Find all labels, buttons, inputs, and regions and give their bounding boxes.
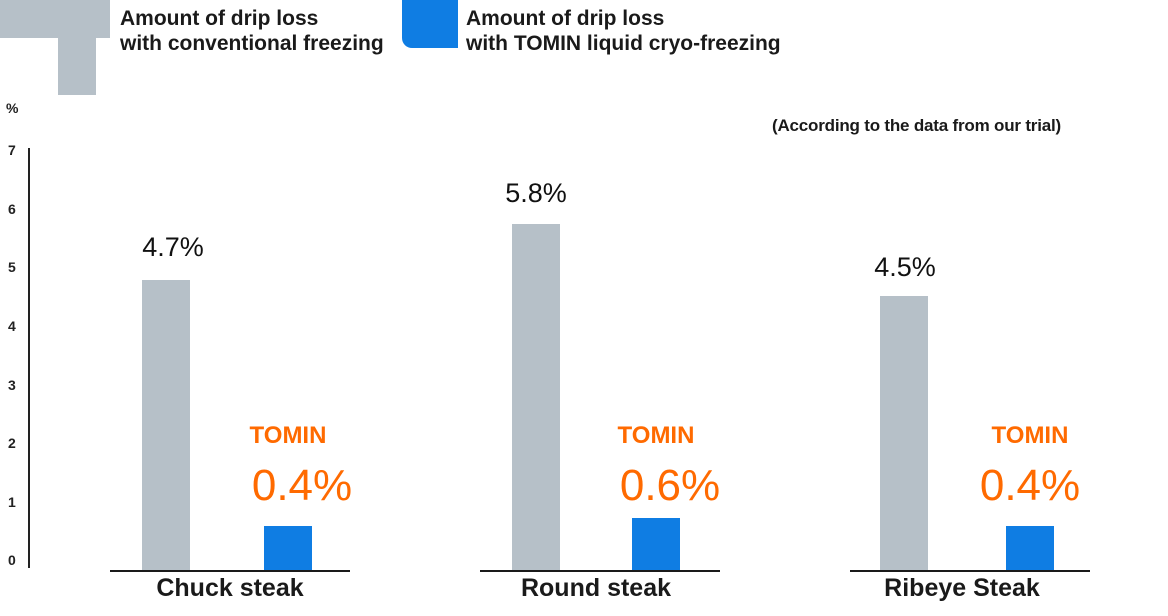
bar-conventional xyxy=(880,296,928,570)
conventional-value-label: 4.7% xyxy=(142,232,204,262)
y-tick: 1 xyxy=(8,494,16,510)
category-label: Round steak xyxy=(520,574,672,602)
y-tick: 0 xyxy=(8,552,16,568)
bar-conventional xyxy=(512,224,560,570)
y-tick: 7 xyxy=(8,142,16,158)
chart-note: (According to the data from our trial) xyxy=(772,116,1061,135)
legend-label-line: with conventional freezing xyxy=(120,32,384,55)
bar-tomin xyxy=(1006,526,1054,570)
y-tick: 6 xyxy=(8,201,16,217)
legend-label-conventional: Amount of drip loss with conventional fr… xyxy=(120,6,384,56)
baseline xyxy=(480,570,720,572)
y-tick: 3 xyxy=(8,377,16,393)
legend-label-tomin: Amount of drip loss with TOMIN liquid cr… xyxy=(466,6,781,56)
y-tick: 2 xyxy=(8,435,16,451)
category-label: Ribeye Steak xyxy=(884,574,1040,602)
y-axis-line xyxy=(28,148,30,568)
legend-swatch-conventional-top xyxy=(0,0,110,38)
tomin-value-label: 0.4% xyxy=(979,461,1081,510)
bar-tomin xyxy=(632,518,680,570)
y-axis-unit: % xyxy=(6,100,19,116)
y-tick: 4 xyxy=(8,318,16,334)
y-tick: 5 xyxy=(8,259,16,275)
tomin-brand-label: TOMIN xyxy=(617,422,695,449)
tomin-brand-label: TOMIN xyxy=(991,422,1069,449)
legend-label-line: with TOMIN liquid cryo-freezing xyxy=(466,32,781,55)
baseline xyxy=(110,570,350,572)
baseline xyxy=(850,570,1090,572)
legend-label-line: Amount of drip loss xyxy=(120,7,319,30)
bar-conventional xyxy=(142,280,190,570)
legend-swatch-tomin xyxy=(402,0,458,48)
tomin-value-label: 0.6% xyxy=(619,461,721,510)
tomin-brand-label: TOMIN xyxy=(249,422,327,449)
category-label: Chuck steak xyxy=(156,574,304,602)
bar-tomin xyxy=(264,526,312,570)
tomin-value-label: 0.4% xyxy=(251,461,353,510)
conventional-value-label: 4.5% xyxy=(874,252,936,282)
legend-label-line: Amount of drip loss xyxy=(466,7,665,30)
conventional-value-label: 5.8% xyxy=(505,178,567,208)
